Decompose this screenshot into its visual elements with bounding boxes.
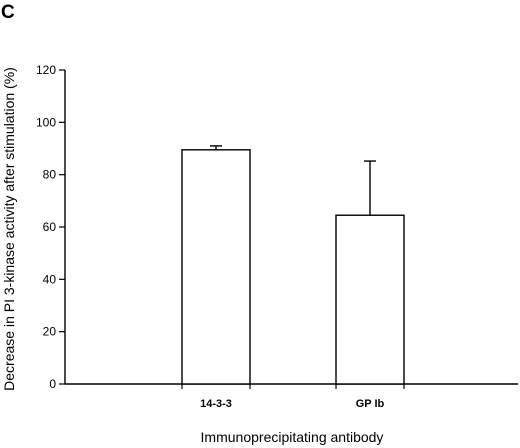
- y-ticks: 0 20 40 60 80 100 120: [36, 63, 65, 391]
- y-tick-label: 20: [43, 325, 57, 339]
- y-tick-label: 60: [43, 220, 57, 234]
- x-axis-title: Immunoprecipitating antibody: [201, 429, 384, 445]
- error-bars: [210, 145, 376, 216]
- y-tick-label: 80: [43, 168, 57, 182]
- y-tick-label: 100: [36, 115, 56, 129]
- panel-label: C: [1, 2, 15, 23]
- category-labels: 14-3-3 GP Ib: [181, 384, 405, 410]
- x-category-label: GP Ib: [356, 398, 385, 410]
- y-tick-label: 120: [36, 63, 56, 77]
- x-category-label: 14-3-3: [200, 398, 232, 410]
- y-tick-label: 0: [49, 377, 56, 391]
- y-tick-label: 40: [43, 272, 57, 286]
- bar-gp-ib: [335, 214, 405, 385]
- bar-14-3-3: [181, 149, 251, 385]
- y-axis-title: Decrease in PI 3-kinase activity after s…: [1, 67, 17, 391]
- bars: [181, 149, 405, 385]
